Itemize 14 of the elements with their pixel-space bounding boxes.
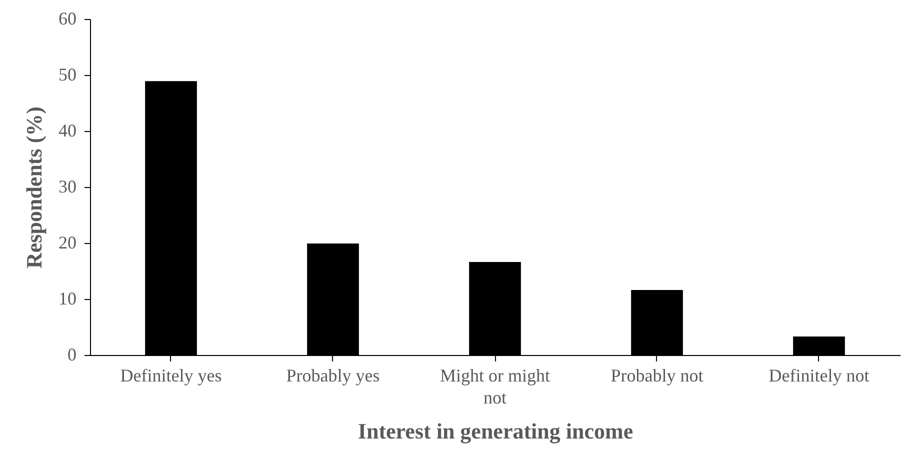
y-tick-label: 40 [58, 120, 76, 140]
x-tick-label: Might or might not [440, 366, 550, 408]
x-tick-label: Probably not [610, 366, 704, 386]
y-tick-label: 10 [58, 288, 76, 308]
y-tick-label: 50 [58, 64, 76, 84]
y-axis-title: Respondents (%) [22, 106, 46, 268]
x-tick-label: Probably yes [286, 366, 380, 386]
y-tick-label: 20 [58, 232, 76, 252]
y-tick-label: 60 [58, 8, 76, 28]
x-tick-label: Definitely yes [120, 366, 222, 386]
x-tick-label: Definitely not [768, 366, 870, 386]
x-axis-title: Interest in generating income [358, 418, 634, 444]
y-tick-label: 30 [58, 176, 76, 196]
y-tick-label: 0 [68, 344, 76, 364]
